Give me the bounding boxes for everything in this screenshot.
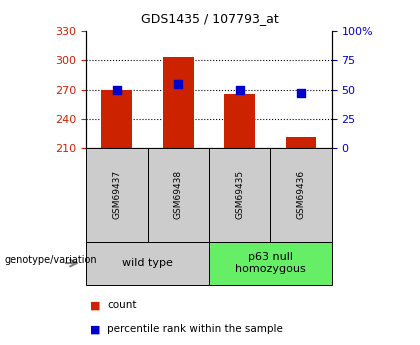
Point [113, 87, 120, 92]
Text: genotype/variation: genotype/variation [4, 255, 97, 265]
Text: percentile rank within the sample: percentile rank within the sample [107, 325, 283, 334]
Point [175, 81, 181, 87]
Text: GSM69436: GSM69436 [297, 170, 306, 219]
Text: GDS1435 / 107793_at: GDS1435 / 107793_at [141, 12, 279, 25]
Text: GSM69438: GSM69438 [174, 170, 183, 219]
Text: count: count [107, 300, 136, 310]
Text: GSM69437: GSM69437 [112, 170, 121, 219]
Bar [286, 137, 316, 148]
Point [298, 90, 304, 96]
Text: p63 null
homozygous: p63 null homozygous [235, 252, 306, 274]
Bar [163, 58, 194, 148]
Bar [224, 93, 255, 148]
Text: wild type: wild type [122, 258, 173, 268]
Text: ■: ■ [90, 300, 101, 310]
Point [236, 87, 243, 92]
Bar [102, 90, 132, 148]
Text: GSM69435: GSM69435 [235, 170, 244, 219]
Text: ■: ■ [90, 325, 101, 334]
